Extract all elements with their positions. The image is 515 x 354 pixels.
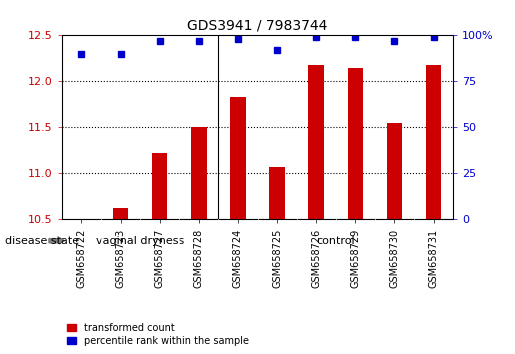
Bar (426, 65, 441, 219)
Bar (348, 68, 363, 219)
Text: control: control (316, 236, 355, 246)
Text: vaginal dryness: vaginal dryness (96, 236, 184, 246)
Bar (152, 153, 167, 219)
Bar (113, 209, 128, 219)
Bar (230, 97, 246, 219)
Legend: transformed count, percentile rank within the sample: transformed count, percentile rank withi… (66, 323, 249, 346)
Text: disease state: disease state (5, 236, 79, 246)
Bar (308, 65, 324, 219)
Title: GDS3941 / 7983744: GDS3941 / 7983744 (187, 19, 328, 33)
Bar (191, 127, 207, 219)
Bar (269, 167, 285, 219)
Bar (387, 123, 402, 219)
